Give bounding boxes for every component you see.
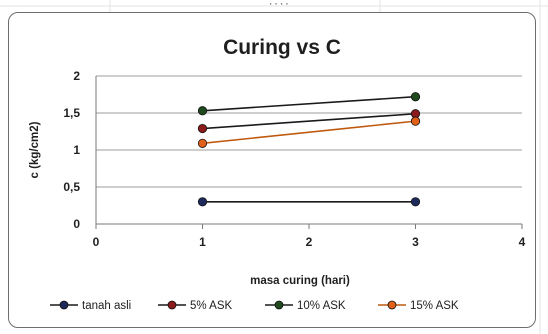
x-tick-label: 4	[519, 235, 526, 249]
legend-label: tanah asli	[82, 300, 131, 312]
legend-marker	[387, 300, 397, 310]
x-tick-label: 2	[306, 235, 313, 249]
x-axis-ticks: 0 1 2 3 4	[93, 224, 526, 249]
series-line	[202, 112, 416, 130]
legend-item: 10% ASK	[265, 300, 346, 312]
series-group	[197, 92, 421, 207]
legend-marker	[274, 300, 284, 310]
data-point	[197, 138, 208, 148]
data-point	[410, 92, 421, 102]
legend-item: 15% ASK	[378, 300, 459, 312]
legend-label: 5% ASK	[190, 300, 233, 312]
y-tick-label: 1	[73, 143, 80, 157]
y-tick-label: 0,5	[63, 180, 80, 194]
legend-label: 10% ASK	[297, 300, 346, 312]
legend-item: tanah asli	[50, 300, 131, 312]
series-line	[202, 95, 416, 112]
series-3	[197, 116, 421, 148]
legend: tanah asli 5% ASK 10% ASK 15% ASK	[50, 300, 459, 312]
legend-item: 5% ASK	[158, 300, 233, 312]
legend-label: 15% ASK	[410, 300, 459, 312]
data-point	[410, 197, 421, 207]
chart-title: Curing vs C	[223, 36, 341, 59]
y-axis-label: c (kg/cm2)	[29, 121, 41, 178]
data-point	[197, 123, 208, 134]
y-tick-label: 0	[73, 217, 80, 231]
x-tick-label: 0	[93, 235, 100, 249]
y-tick-label: 2	[73, 69, 80, 83]
chart-resize-handle-top[interactable]: ····	[268, 0, 290, 10]
data-point	[410, 116, 421, 126]
legend-marker	[167, 300, 177, 310]
y-tick-label: 1,5	[63, 106, 80, 120]
data-point	[197, 106, 208, 116]
data-point	[197, 197, 208, 207]
x-axis-label: masa curing (hari)	[250, 275, 350, 287]
legend-marker	[59, 300, 69, 310]
series-2	[197, 92, 421, 116]
series-1	[197, 109, 421, 134]
series-line	[202, 120, 416, 145]
series-0	[197, 197, 421, 207]
y-axis-ticks: 0 0,5 1 1,5 2	[63, 69, 80, 231]
x-tick-label: 1	[199, 235, 206, 249]
gridlines	[95, 75, 522, 225]
x-tick-label: 3	[412, 235, 419, 249]
